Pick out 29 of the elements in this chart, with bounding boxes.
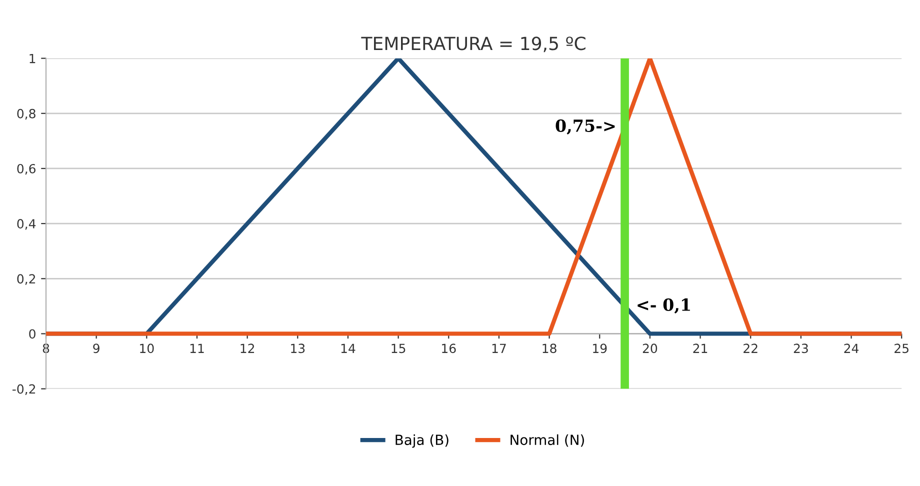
y-tick-label: 0: [29, 329, 36, 339]
x-tick-label: 18: [542, 344, 556, 354]
x-tick-label: 20: [642, 344, 658, 354]
legend-label: Normal (N): [510, 434, 584, 447]
x-tick-label: 13: [291, 344, 305, 354]
x-tick-label: 19: [593, 344, 607, 354]
x-tick-label: 15: [392, 344, 406, 354]
y-tick-label: 1: [30, 54, 36, 64]
y-tick-label: 0,2: [17, 274, 36, 285]
y-tick-label: 0,8: [17, 108, 36, 120]
x-tick-label: 22: [744, 344, 758, 353]
annotation: <- 0,1: [638, 298, 690, 314]
x-tick-label: 12: [240, 344, 254, 353]
x-tick-label: 17: [492, 344, 506, 353]
y-tick-label: 0,6: [17, 164, 36, 175]
annotation: 0,75->: [556, 119, 615, 135]
chart-title: TEMPERATURA = 19,5 ºC: [361, 36, 586, 52]
x-tick-label: 10: [140, 344, 154, 354]
x-tick-label: 21: [693, 344, 708, 353]
y-tick-label: -0,2: [12, 384, 36, 395]
x-tick-label: 14: [341, 344, 356, 353]
x-tick-label: 24: [844, 344, 859, 353]
x-tick-label: 16: [442, 344, 456, 354]
x-tick-label: 23: [794, 344, 808, 354]
y-tick-label: 0,4: [17, 219, 36, 230]
x-tick-label: 25: [894, 344, 908, 354]
x-tick-label: 11: [190, 344, 204, 353]
legend-label: Baja (B): [396, 434, 448, 448]
x-tick-label: 9: [93, 344, 100, 354]
